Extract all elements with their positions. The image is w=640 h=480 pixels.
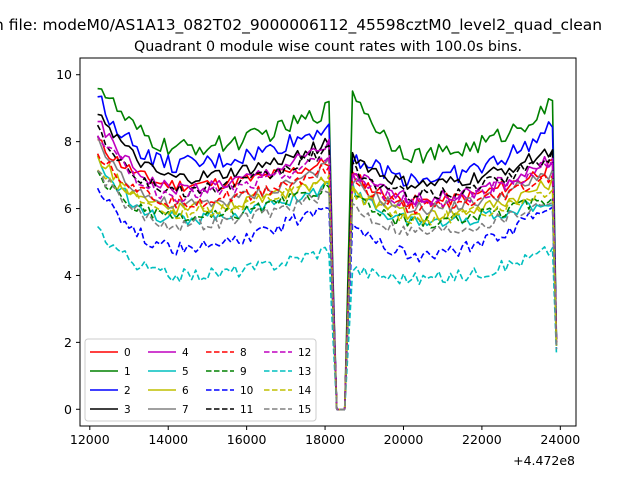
chart-title: Quadrant 0 module wise count rates with … [134, 39, 522, 55]
legend-label-14: 14 [298, 385, 312, 397]
x-tick-label: 24000 [540, 432, 580, 447]
legend-label-4: 4 [182, 347, 189, 359]
series-line-10 [96, 187, 558, 411]
series-line-1 [97, 87, 558, 411]
series-line-12 [96, 135, 558, 411]
series-line-15 [97, 169, 558, 411]
series-layer [96, 87, 558, 411]
x-tick-label: 12000 [70, 432, 110, 447]
x-tick-label: 16000 [227, 432, 267, 447]
legend-label-15: 15 [298, 404, 311, 416]
legend-label-10: 10 [240, 385, 253, 397]
y-tick-label: 0 [64, 402, 72, 417]
series-line-9 [96, 170, 558, 411]
legend-label-2: 2 [124, 385, 131, 397]
plot-frame [79, 57, 577, 427]
y-tick-label: 8 [64, 134, 72, 149]
x-axis: 12000 14000 16000 18000 20000 22000 24000 [70, 426, 580, 447]
series-line-11 [96, 124, 558, 411]
y-axis: 0 2 4 6 8 10 [56, 67, 80, 417]
x-tick-label: 20000 [384, 432, 424, 447]
x-tick-label: 14000 [148, 432, 188, 447]
series-line-14 [97, 169, 558, 411]
x-tick-label: 18000 [305, 432, 345, 447]
y-tick-label: 6 [64, 201, 72, 216]
legend-label-7: 7 [182, 404, 189, 416]
y-tick-label: 4 [64, 268, 72, 283]
legend-label-8: 8 [240, 347, 247, 359]
legend-label-0: 0 [124, 347, 131, 359]
legend-label-6: 6 [182, 385, 189, 397]
legend-label-5: 5 [182, 366, 189, 378]
series-line-0 [97, 138, 558, 411]
legend-label-3: 3 [124, 404, 131, 416]
x-tick-label: 22000 [462, 432, 502, 447]
series-line-8 [96, 153, 558, 411]
x-axis-offset-label: +4.472e8 [513, 453, 575, 468]
legend-label-1: 1 [124, 366, 131, 378]
series-line-13 [97, 225, 558, 411]
legend-label-9: 9 [240, 366, 247, 378]
legend-box [84, 338, 317, 422]
series-line-7 [96, 136, 558, 411]
y-tick-label: 10 [56, 67, 72, 82]
series-line-2 [97, 95, 558, 411]
legend-label-12: 12 [298, 347, 311, 359]
figure-suptitle: n file: modeM0/AS1A13_082T02_9000006112_… [0, 16, 602, 35]
legend-label-13: 13 [298, 366, 311, 378]
legend-label-11: 11 [240, 404, 253, 416]
series-line-3 [97, 113, 558, 411]
y-tick-label: 2 [64, 335, 72, 350]
